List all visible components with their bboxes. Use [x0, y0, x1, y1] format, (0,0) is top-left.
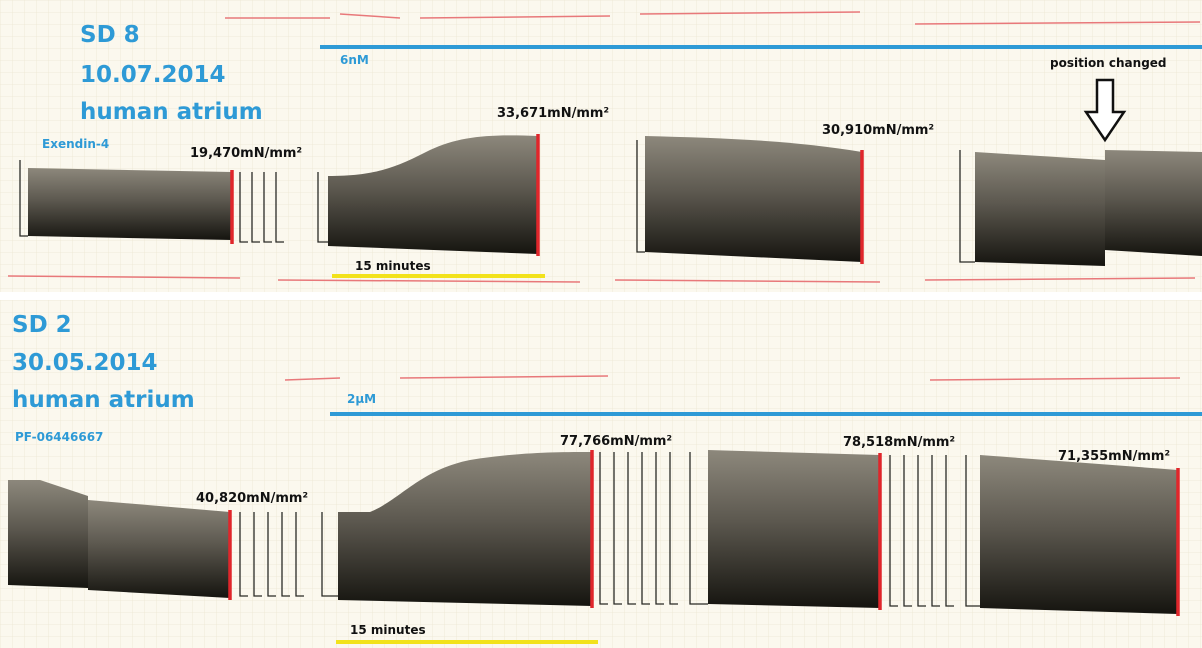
- experiment-date: 10.07.2014: [80, 62, 226, 88]
- force-label: 30,910mN/mm²: [822, 123, 934, 138]
- figure: SD 8 10.07.2014 human atrium Exendin-4 6…: [0, 0, 1202, 648]
- force-label: 78,518mN/mm²: [843, 435, 955, 450]
- force-label: 19,470mN/mm²: [190, 146, 302, 161]
- force-label: 71,355mN/mm²: [1058, 449, 1170, 464]
- experiment-id: SD 2: [12, 312, 72, 338]
- concentration: 6nM: [340, 53, 369, 67]
- concentration: 2µM: [347, 392, 376, 406]
- experiment-id: SD 8: [80, 22, 140, 48]
- force-label: 40,820mN/mm²: [196, 491, 308, 506]
- compound: PF-06446667: [15, 430, 103, 444]
- force-label: 77,766mN/mm²: [560, 434, 672, 449]
- force-label: 33,671mN/mm²: [497, 106, 609, 121]
- experiment-date: 30.05.2014: [12, 350, 158, 376]
- tissue: human atrium: [12, 387, 195, 413]
- annotation: position changed: [1050, 56, 1167, 70]
- tissue: human atrium: [80, 99, 263, 125]
- compound: Exendin-4: [42, 137, 109, 151]
- time-scale-label: 15 minutes: [350, 623, 426, 637]
- time-scale-label: 15 minutes: [355, 259, 431, 273]
